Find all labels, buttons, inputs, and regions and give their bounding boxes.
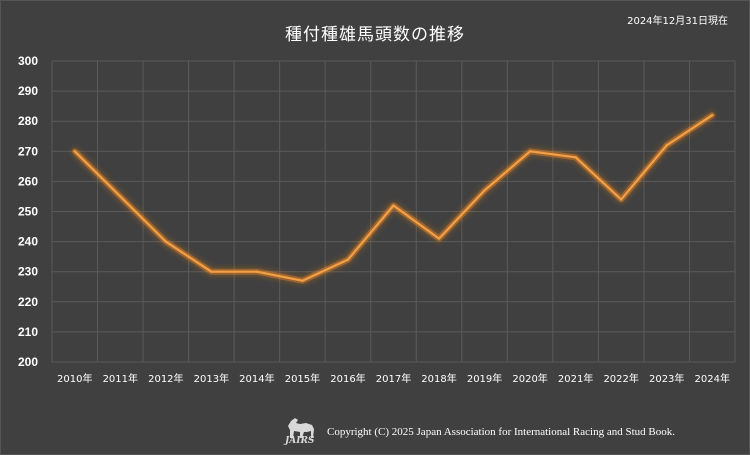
data-point (392, 204, 395, 207)
x-tick-label: 2015年 (285, 372, 320, 385)
x-tick-label: 2021年 (558, 372, 593, 385)
y-tick-label: 250 (18, 205, 38, 219)
data-point (528, 150, 532, 153)
data-point (119, 195, 122, 198)
data-point (301, 279, 304, 282)
logo-text: JAIRS (285, 436, 315, 446)
x-tick-label: 2014年 (239, 372, 274, 385)
jairs-logo: JAIRS (282, 412, 322, 448)
data-point (437, 237, 441, 240)
y-tick-label: 260 (18, 174, 38, 188)
data-point (619, 198, 623, 201)
y-tick-label: 230 (18, 265, 38, 279)
x-tick-label: 2010年 (57, 372, 92, 385)
y-tick-label: 270 (18, 144, 38, 158)
series-line-glow (71, 112, 716, 284)
x-tick-label: 2019年 (467, 372, 502, 385)
data-point (711, 113, 714, 117)
data-point (255, 270, 259, 273)
data-point (483, 189, 486, 192)
data-point (73, 150, 76, 153)
x-tick-label: 2022年 (603, 372, 638, 385)
data-point (164, 240, 168, 243)
chart-title: 種付種雄馬頭数の推移 (285, 25, 465, 45)
data-point (574, 156, 577, 159)
x-tick-label: 2013年 (194, 372, 229, 385)
y-tick-label: 300 (18, 54, 38, 68)
x-tick-label: 2018年 (421, 372, 456, 385)
x-tick-label: 2011年 (103, 372, 138, 385)
y-tick-label: 200 (18, 355, 38, 369)
y-tick-label: 210 (18, 325, 38, 339)
y-tick-label: 240 (18, 235, 38, 249)
data-point (665, 144, 668, 147)
x-tick-label: 2023年 (649, 372, 684, 385)
as-of-date: 2024年12月31日現在 (627, 16, 728, 27)
footer: JAIRS Copyright (C) 2025 Japan Associati… (282, 412, 742, 448)
x-tick-label: 2016年 (330, 372, 365, 385)
data-point (210, 270, 213, 273)
copyright-text: Copyright (C) 2025 Japan Association for… (327, 426, 675, 438)
horse-icon (288, 418, 314, 438)
x-tick-label: 2012年 (148, 372, 183, 385)
y-tick-label: 220 (18, 295, 38, 309)
y-tick-label: 290 (18, 84, 38, 98)
x-tick-label: 2017年 (376, 372, 411, 385)
data-point (346, 258, 350, 261)
x-tick-label: 2020年 (512, 372, 547, 385)
x-tick-label: 2024年 (695, 372, 730, 385)
y-tick-label: 280 (18, 114, 38, 128)
